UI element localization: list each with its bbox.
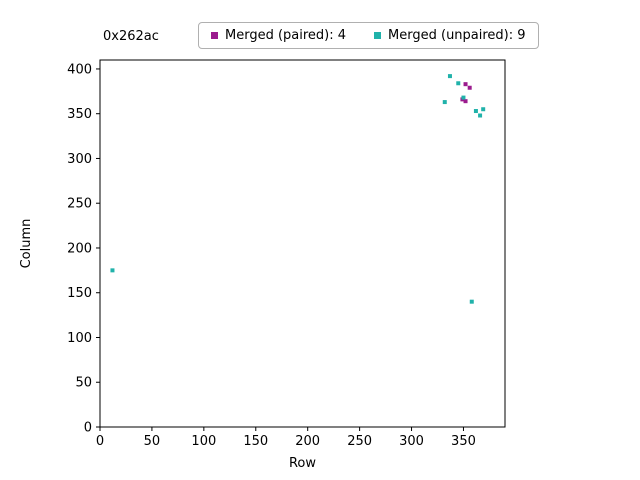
scatter-point-paired xyxy=(467,85,472,90)
x-tick-label: 100 xyxy=(191,434,216,449)
unpaired-marker-icon xyxy=(374,32,382,39)
scatter-point-unpaired xyxy=(447,74,452,79)
y-tick-label: 300 xyxy=(67,152,92,167)
paired-marker-icon xyxy=(211,32,218,39)
x-tick-label: 300 xyxy=(399,434,424,449)
y-tick-label: 350 xyxy=(67,107,92,122)
y-axis-label: Column xyxy=(19,219,34,269)
scatter-point-unpaired xyxy=(110,268,115,273)
scatter-point-unpaired xyxy=(461,95,466,100)
y-tick-label: 0 xyxy=(84,421,92,436)
scatter-point-unpaired xyxy=(469,299,474,304)
y-tick-label: 100 xyxy=(67,331,92,346)
legend-item-paired: Merged (paired): 4 xyxy=(211,28,346,43)
x-tick-label: 250 xyxy=(347,434,372,449)
scatter-point-unpaired xyxy=(478,113,483,118)
y-tick-label: 50 xyxy=(75,376,92,391)
scatter-point-paired xyxy=(463,82,468,87)
scatter-point-paired xyxy=(463,99,468,104)
scatter-point-unpaired xyxy=(473,109,478,114)
legend-label-paired: Merged (paired): 4 xyxy=(225,28,347,43)
x-tick-label: 200 xyxy=(295,434,320,449)
y-tick-label: 200 xyxy=(67,241,92,256)
legend-label-unpaired: Merged (unpaired): 9 xyxy=(388,28,526,43)
legend: Merged (paired): 4 Merged (unpaired): 9 xyxy=(198,22,539,49)
axes-frame xyxy=(99,59,506,428)
x-axis-label: Row xyxy=(289,456,316,471)
scatter-point-unpaired xyxy=(442,100,447,105)
x-tick-label: 0 xyxy=(96,434,104,449)
x-tick-label: 150 xyxy=(243,434,268,449)
plot-title: 0x262ac xyxy=(103,29,159,44)
y-tick-label: 400 xyxy=(67,62,92,77)
scatter-point-unpaired xyxy=(481,107,486,112)
x-tick-label: 50 xyxy=(144,434,161,449)
x-tick-label: 350 xyxy=(451,434,476,449)
legend-item-unpaired: Merged (unpaired): 9 xyxy=(374,28,526,43)
y-tick-label: 250 xyxy=(67,197,92,212)
scatter-point-unpaired xyxy=(456,81,461,86)
y-tick-label: 150 xyxy=(67,286,92,301)
